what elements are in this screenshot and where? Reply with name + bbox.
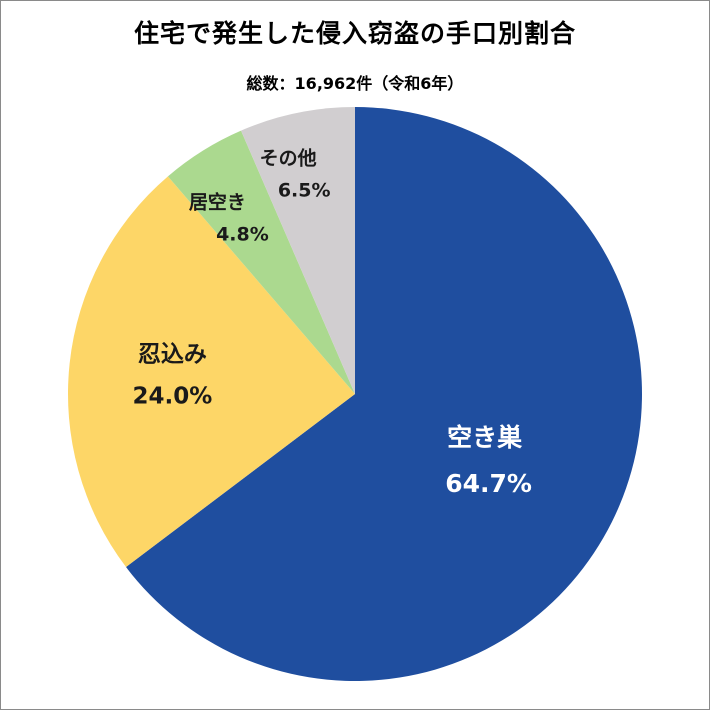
chart-title: 住宅で発生した侵入窃盗の手口別割合 (133, 19, 576, 48)
pie-slice-2 (67, 176, 355, 568)
slice-value-label-2: 24.0% (132, 383, 212, 409)
slice-label-3: 居空き (189, 190, 246, 213)
slice-label-4: その他 (260, 146, 317, 169)
slice-value-label-4: 6.5% (278, 179, 331, 201)
pie-slice-3 (167, 130, 355, 394)
pie-slice-1 (126, 107, 642, 681)
chart-subtitle: 総数：16,962件（令和6年） (246, 74, 464, 93)
slice-label-1: 空き巣 (447, 423, 523, 452)
slice-value-label-3: 4.8% (216, 223, 269, 245)
pie-slice-4 (241, 107, 355, 394)
slice-label-2: 忍込み (138, 341, 207, 367)
slice-value-label-1: 64.7% (445, 469, 532, 498)
